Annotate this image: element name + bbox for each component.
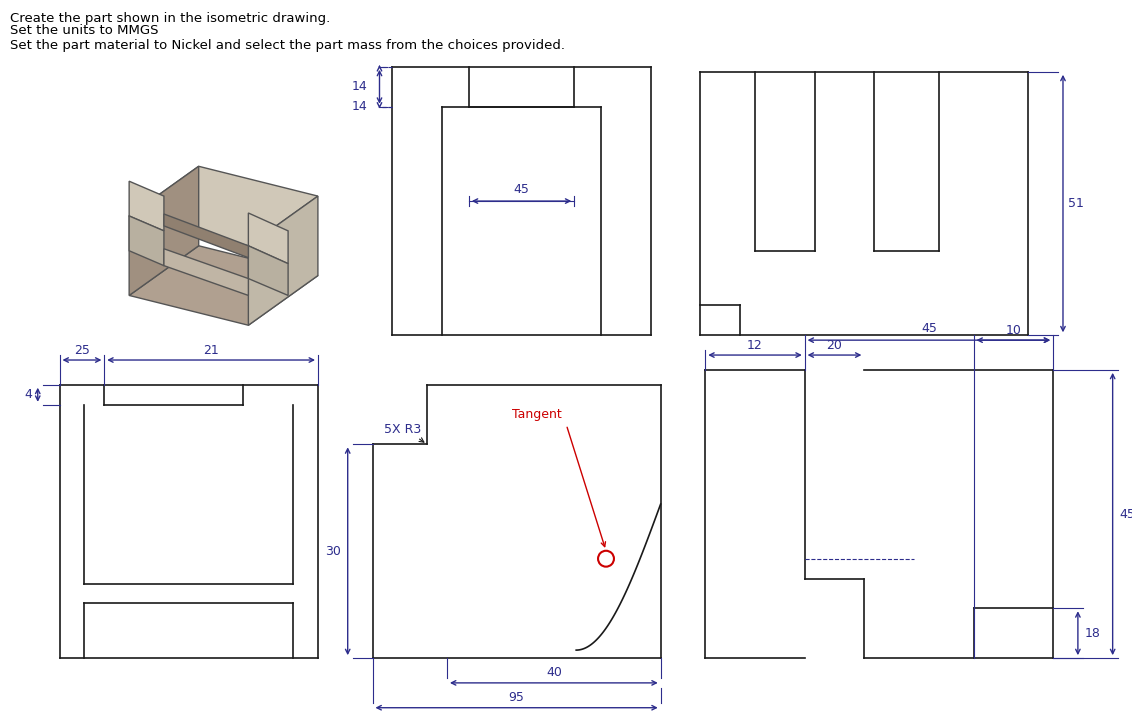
- Text: 18: 18: [1084, 626, 1100, 639]
- Text: 12: 12: [747, 339, 763, 352]
- Text: 20: 20: [826, 339, 842, 352]
- Polygon shape: [248, 213, 289, 264]
- Polygon shape: [248, 246, 289, 296]
- Polygon shape: [129, 166, 199, 296]
- Text: 95: 95: [508, 692, 524, 704]
- Polygon shape: [164, 249, 248, 296]
- Text: 45: 45: [514, 183, 530, 196]
- Polygon shape: [129, 181, 164, 231]
- Text: Set the part material to Nickel and select the part mass from the choices provid: Set the part material to Nickel and sele…: [10, 39, 565, 52]
- Text: 40: 40: [546, 666, 561, 679]
- Text: 25: 25: [74, 344, 89, 357]
- Polygon shape: [129, 216, 164, 265]
- Text: 45: 45: [921, 322, 937, 335]
- Text: Set the units to MMGS: Set the units to MMGS: [10, 24, 158, 37]
- Polygon shape: [248, 196, 318, 326]
- Text: 30: 30: [325, 544, 341, 558]
- Text: 14: 14: [352, 80, 368, 94]
- Text: 10: 10: [1005, 324, 1021, 336]
- Text: 4: 4: [24, 389, 32, 401]
- Text: Create the part shown in the isometric drawing.: Create the part shown in the isometric d…: [10, 12, 331, 25]
- Text: 45: 45: [1120, 507, 1132, 521]
- Text: 5X R3: 5X R3: [384, 423, 421, 436]
- Polygon shape: [129, 246, 318, 326]
- Text: Tangent: Tangent: [512, 408, 561, 421]
- Polygon shape: [164, 214, 248, 257]
- Text: 14: 14: [352, 100, 368, 113]
- Polygon shape: [129, 166, 318, 246]
- Text: 21: 21: [204, 344, 218, 357]
- Text: 51: 51: [1067, 197, 1083, 210]
